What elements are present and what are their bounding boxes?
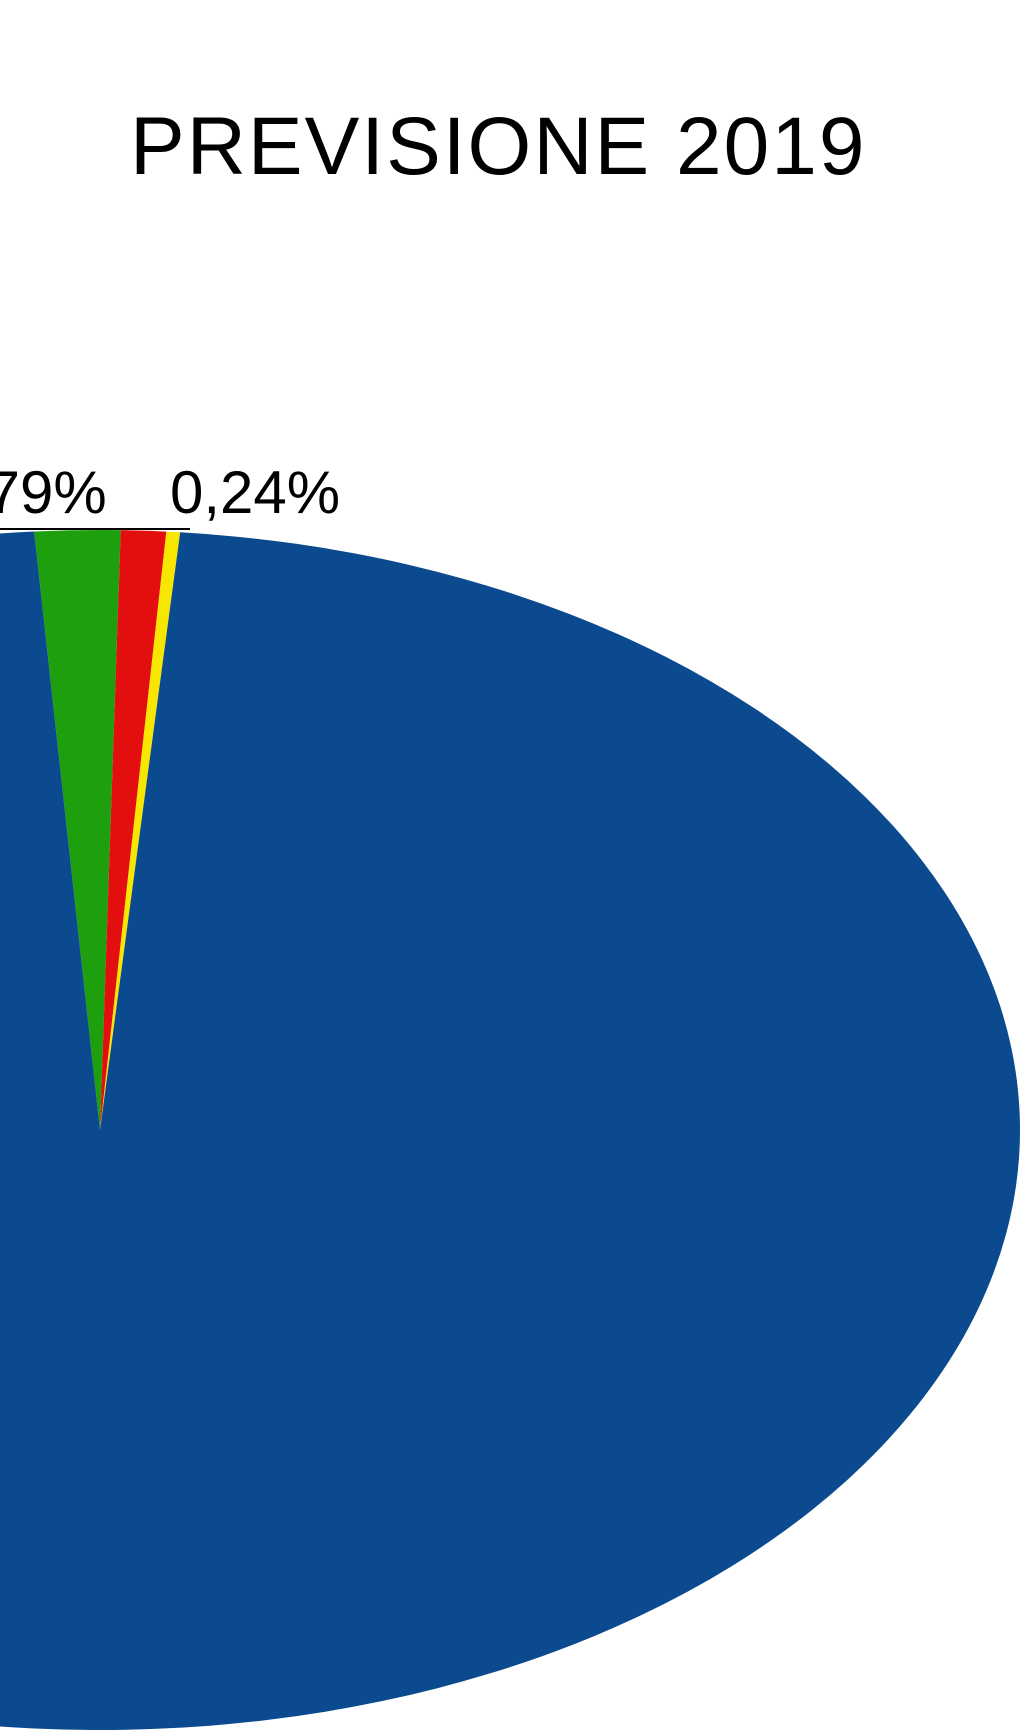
chart-title: PREVISIONE 2019: [130, 100, 866, 194]
pie-chart: [0, 530, 1020, 1730]
slice-label-right: 0,24%: [170, 458, 340, 527]
slice-label-left: ,79%: [0, 458, 107, 527]
